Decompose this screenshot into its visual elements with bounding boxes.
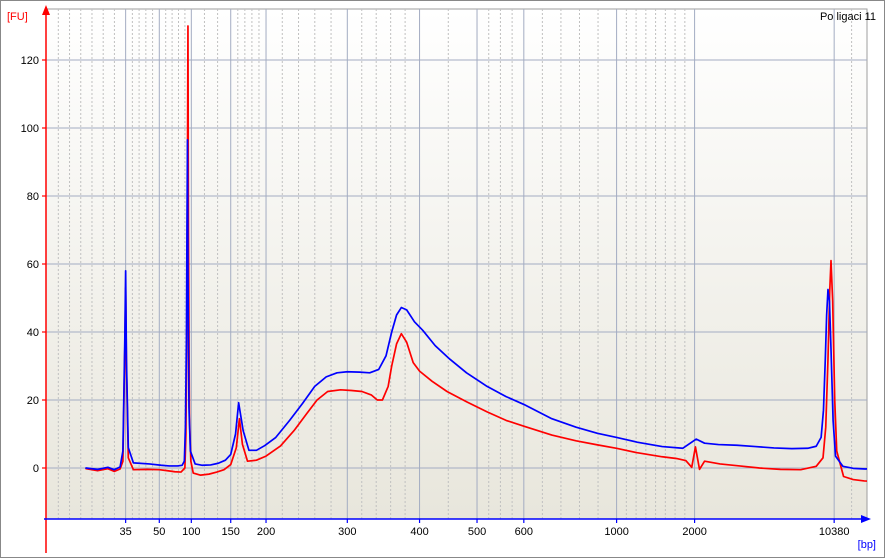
svg-text:100: 100 (182, 526, 200, 538)
svg-text:20: 20 (27, 395, 39, 407)
svg-text:40: 40 (27, 327, 39, 339)
svg-text:500: 500 (468, 526, 486, 538)
svg-text:400: 400 (410, 526, 428, 538)
svg-text:50: 50 (153, 526, 165, 538)
svg-text:150: 150 (222, 526, 240, 538)
chart-svg: 0 20 40 60 80 100 120 35 50 100 150 200 300 400 500 600… (1, 1, 885, 558)
svg-text:300: 300 (338, 526, 356, 538)
svg-text:200: 200 (257, 526, 275, 538)
x-axis-label: [bp] (858, 539, 876, 551)
svg-text:120: 120 (21, 55, 39, 67)
svg-text:80: 80 (27, 191, 39, 203)
series-blue (86, 140, 885, 470)
svg-text:35: 35 (120, 526, 132, 538)
chart-title: Po ligaci 11 (820, 11, 876, 23)
svg-text:600: 600 (515, 526, 533, 538)
svg-text:0: 0 (33, 463, 39, 475)
svg-text:100: 100 (21, 123, 39, 135)
svg-text:2000: 2000 (682, 526, 706, 538)
y-axis-label: [FU] (7, 11, 28, 23)
series-red (86, 26, 885, 486)
svg-text:10380: 10380 (819, 526, 850, 538)
svg-text:60: 60 (27, 259, 39, 271)
svg-text:1000: 1000 (604, 526, 628, 538)
